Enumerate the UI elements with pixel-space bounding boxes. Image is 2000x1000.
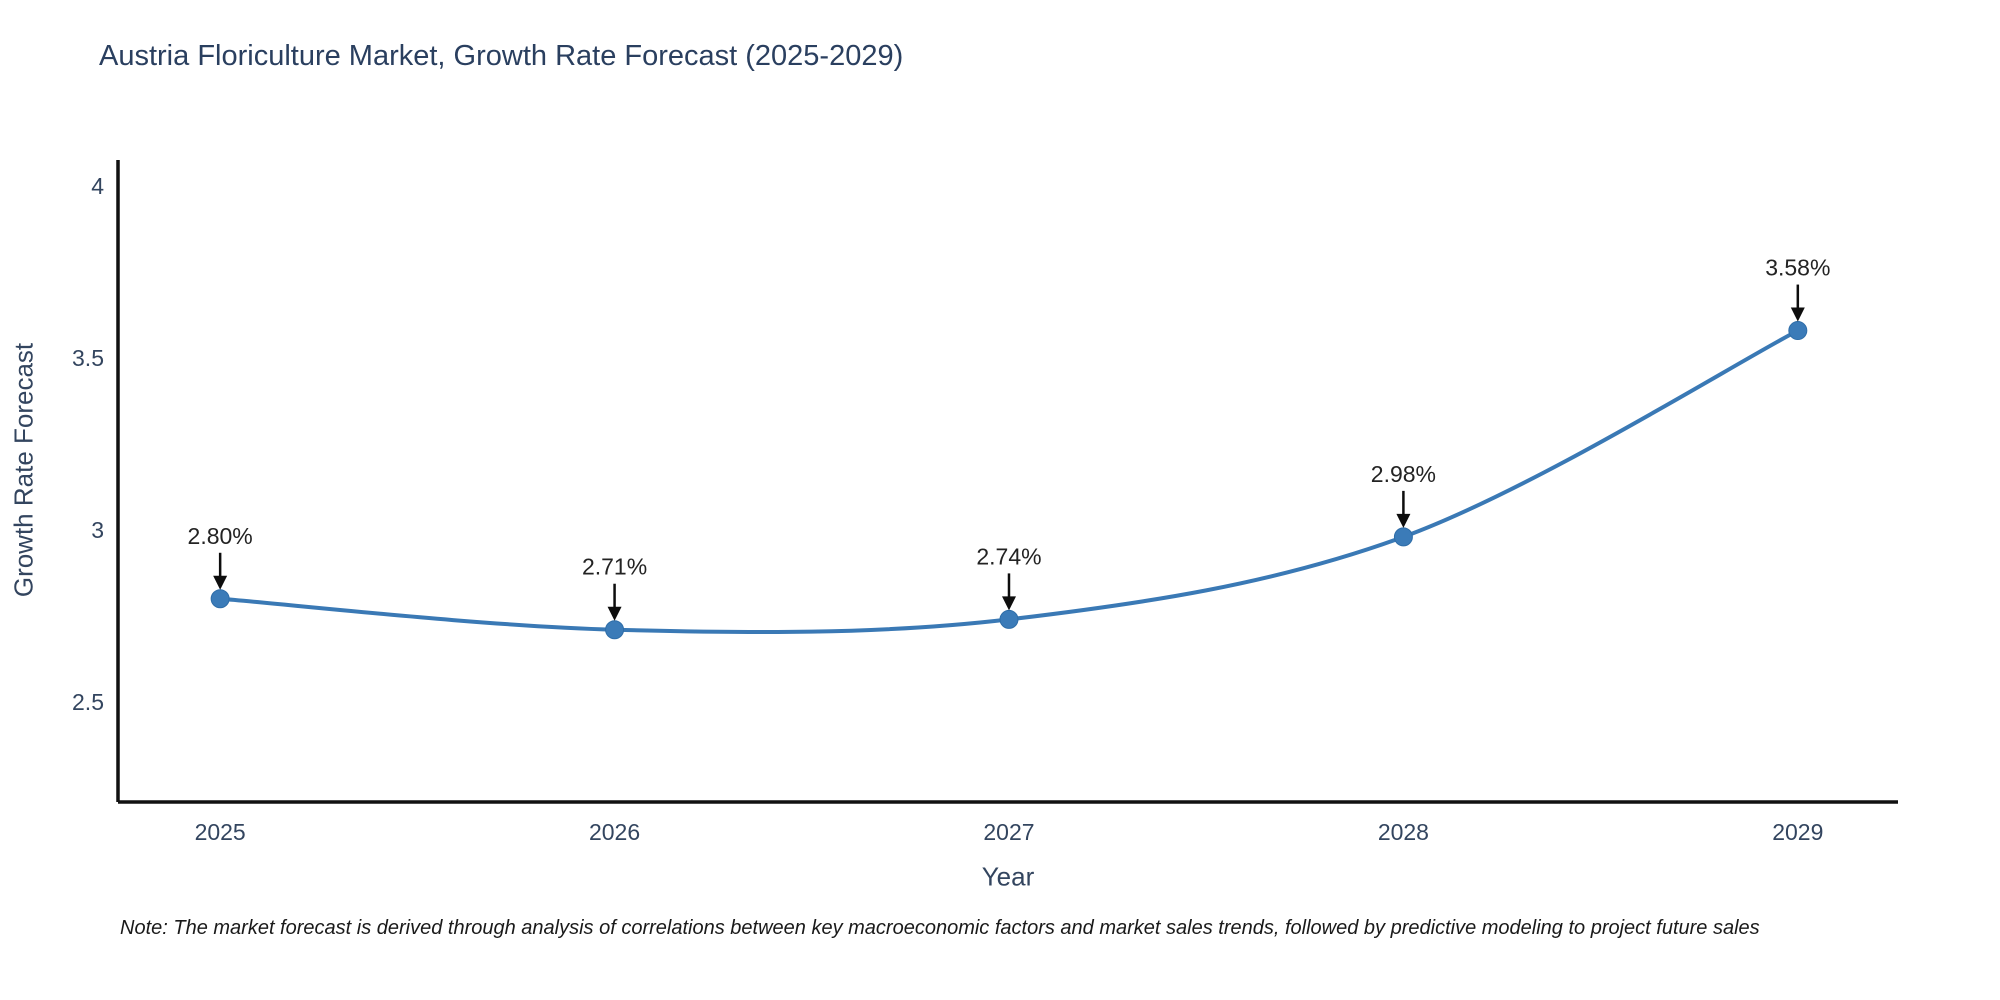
footnote: Note: The market forecast is derived thr… bbox=[120, 917, 1760, 939]
data-point[interactable] bbox=[1393, 527, 1413, 547]
point-annotation: 2.80% bbox=[188, 523, 253, 549]
trend-line bbox=[219, 328, 1799, 635]
x-tick-label: 2025 bbox=[195, 819, 246, 845]
x-axis-title: Year bbox=[981, 861, 1035, 892]
x-tick-label: 2028 bbox=[1378, 819, 1429, 845]
y-tick-label: 4 bbox=[91, 173, 104, 199]
data-point[interactable] bbox=[210, 589, 230, 609]
y-tick-label: 2.5 bbox=[72, 689, 104, 715]
point-annotation: 3.58% bbox=[1765, 255, 1830, 281]
chart-title: Austria Floriculture Market, Growth Rate… bbox=[99, 40, 904, 72]
annotation-arrowhead bbox=[213, 575, 228, 590]
data-point[interactable] bbox=[1788, 321, 1808, 341]
point-annotation: 2.71% bbox=[582, 554, 647, 580]
annotation-arrowhead bbox=[1001, 596, 1016, 611]
annotation-arrowhead bbox=[607, 606, 622, 621]
x-tick-label: 2026 bbox=[589, 819, 640, 845]
y-tick-label: 3.5 bbox=[72, 345, 104, 371]
annotation-arrowhead bbox=[1396, 513, 1411, 528]
annotation-arrowhead bbox=[1790, 307, 1805, 322]
point-annotation: 2.74% bbox=[976, 543, 1041, 569]
point-annotation: 2.98% bbox=[1371, 461, 1436, 487]
data-point[interactable] bbox=[999, 609, 1019, 629]
x-tick-label: 2027 bbox=[983, 819, 1034, 845]
y-tick-label: 3 bbox=[91, 517, 104, 543]
y-axis-title: Growth Rate Forecast bbox=[8, 342, 39, 598]
data-point[interactable] bbox=[605, 620, 625, 640]
x-tick-label: 2029 bbox=[1772, 819, 1823, 845]
